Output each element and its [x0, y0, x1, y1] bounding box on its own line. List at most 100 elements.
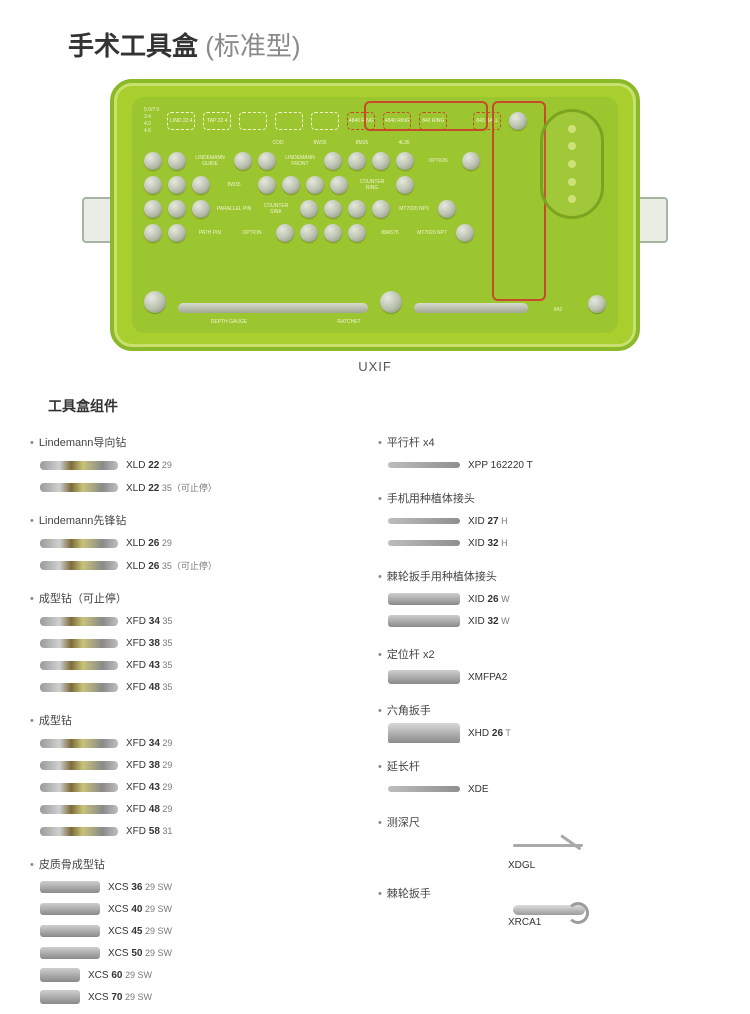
r1l1: 8W35: [302, 140, 338, 146]
tool-image: [40, 483, 118, 492]
component-item: XCS 70 29 SW: [40, 986, 362, 1008]
size-legend: 5.0/7.0 3.4 4.0 4.6: [144, 107, 159, 134]
component-code: XCS 36 29 SW: [108, 882, 190, 893]
component-code: XID 26 W: [468, 594, 550, 605]
white-box-2: [239, 112, 267, 130]
component-code: XCS 50 29 SW: [108, 948, 190, 959]
component-item: XFD 34 35: [40, 610, 362, 632]
r6l1: OPTION: [234, 230, 270, 236]
tool-image: [40, 805, 118, 814]
components-col-right: 平行杆 x4XPP 162220 T手机用种植体接头XID 27 HXID 32…: [388, 426, 710, 1014]
component-code: XHD 26 T: [468, 728, 550, 739]
tool-image: [40, 881, 100, 893]
red-frame-top: [364, 101, 488, 131]
component-code: XLD 26 29: [126, 538, 208, 549]
group-label: 棘轮扳手: [388, 885, 710, 901]
red-frame-right: [492, 101, 546, 301]
tool-image: [513, 834, 585, 858]
group-label: 测深尺: [388, 814, 710, 830]
r7l0: 88A575: [372, 230, 408, 236]
ratchet-rail: [414, 303, 528, 313]
component-item: XCS 36 29 SW: [40, 876, 362, 898]
rlab0: OPTION: [420, 158, 456, 164]
blr0: 842: [540, 307, 576, 313]
white-box-3: [275, 112, 303, 130]
component-item: XCS 40 29 SW: [40, 898, 362, 920]
r1l2: 8M35: [344, 140, 380, 146]
tray-panel: 5.0/7.0 3.4 4.0 4.6 LIND 22.4 TAP 22.4 4…: [132, 97, 618, 333]
component-item: XCS 45 29 SW: [40, 920, 362, 942]
tool-image: [40, 539, 118, 548]
rlab1: COUNTER RING: [354, 179, 390, 191]
group-label: Lindemann导向钻: [40, 434, 362, 450]
component-code: XFD 43 35: [126, 660, 208, 671]
components-table: Lindemann导向钻XLD 22 29XLD 22 35（可止停）Linde…: [40, 426, 710, 1014]
r6l0: PATH PIN: [192, 230, 228, 236]
component-item: XDGL: [388, 834, 710, 871]
component-code: XLD 22 35（可止停）: [126, 481, 217, 494]
tool-image: [513, 905, 585, 915]
component-item: XFD 43 35: [40, 654, 362, 676]
component-item: XLD 26 35（可止停）: [40, 554, 362, 576]
group-label: 定位杆 x2: [388, 646, 710, 662]
r2l1: LINDEMANN FRONT: [282, 155, 318, 167]
tool-image: [388, 786, 460, 792]
white-box-1: TAP 22.4: [203, 112, 231, 130]
component-item: XMFPA2: [388, 666, 710, 688]
tray-bottom-labels: DEPTH GAUGE RATCHET: [194, 319, 606, 325]
legend-3: 4.6: [144, 128, 159, 134]
component-code: XCS 40 29 SW: [108, 904, 190, 915]
component-item: XRCA1: [388, 905, 710, 928]
white-box-0: LIND 22.4: [167, 112, 195, 130]
component-item: XDE: [388, 778, 710, 800]
tool-image: [40, 947, 100, 959]
component-item: XFD 38 29: [40, 754, 362, 776]
tool-image: [40, 639, 118, 648]
group-label: 延长杆: [388, 758, 710, 774]
tool-image: [40, 739, 118, 748]
group-label: 棘轮扳手用种植体接头: [388, 568, 710, 584]
r1l3: 4L35: [386, 140, 422, 146]
bl0: DEPTH GAUGE: [194, 319, 264, 325]
r2l0: LINDEMANN GUIDE: [192, 155, 228, 167]
tool-image: [388, 615, 460, 627]
legend-2: 4.0: [144, 121, 159, 127]
rlab2: MT7020 NP3: [396, 206, 432, 212]
component-item: XLD 22 35（可止停）: [40, 476, 362, 498]
component-code: XFD 34 35: [126, 616, 208, 627]
component-code: XFD 43 29: [126, 782, 208, 793]
tool-image: [40, 661, 118, 670]
bl1: RATCHET: [324, 319, 374, 325]
component-code: XID 27 H: [468, 516, 550, 527]
tray-outer: 5.0/7.0 3.4 4.0 4.6 LIND 22.4 TAP 22.4 4…: [110, 79, 640, 351]
tool-image: [388, 670, 460, 684]
component-item: XID 27 H: [388, 510, 710, 532]
tool-image: [40, 827, 118, 836]
tool-image: [40, 968, 80, 982]
component-item: XFD 58 31: [40, 820, 362, 842]
tray-oval-holder: [540, 109, 604, 219]
component-item: XFD 43 29: [40, 776, 362, 798]
group-label: 六角扳手: [388, 702, 710, 718]
tool-image: [40, 617, 118, 626]
white-box-4: [311, 112, 339, 130]
component-code: XCS 45 29 SW: [108, 926, 190, 937]
component-item: XFD 34 29: [40, 732, 362, 754]
component-code: XPP 162220 T: [468, 460, 550, 471]
component-item: XFD 48 35: [40, 676, 362, 698]
component-item: XPP 162220 T: [388, 454, 710, 476]
r4l0: PARALLEL PIN: [216, 206, 252, 212]
tool-image: [388, 593, 460, 605]
component-code: XFD 34 29: [126, 738, 208, 749]
r3l0: 8W35: [216, 182, 252, 188]
tray-caption: UXIF: [40, 359, 710, 374]
legend-0: 5.0/7.0: [144, 107, 159, 113]
component-item: XHD 26 T: [388, 722, 710, 744]
tool-image: [388, 723, 460, 743]
component-code: XFD 38 29: [126, 760, 208, 771]
group-label: 手机用种植体接头: [388, 490, 710, 506]
component-code: XMFPA2: [468, 672, 550, 683]
page-title: 手术工具盒 (标准型): [68, 26, 710, 63]
r1l0: COD: [260, 140, 296, 146]
group-label: 成型钻（可止停）: [40, 590, 362, 606]
